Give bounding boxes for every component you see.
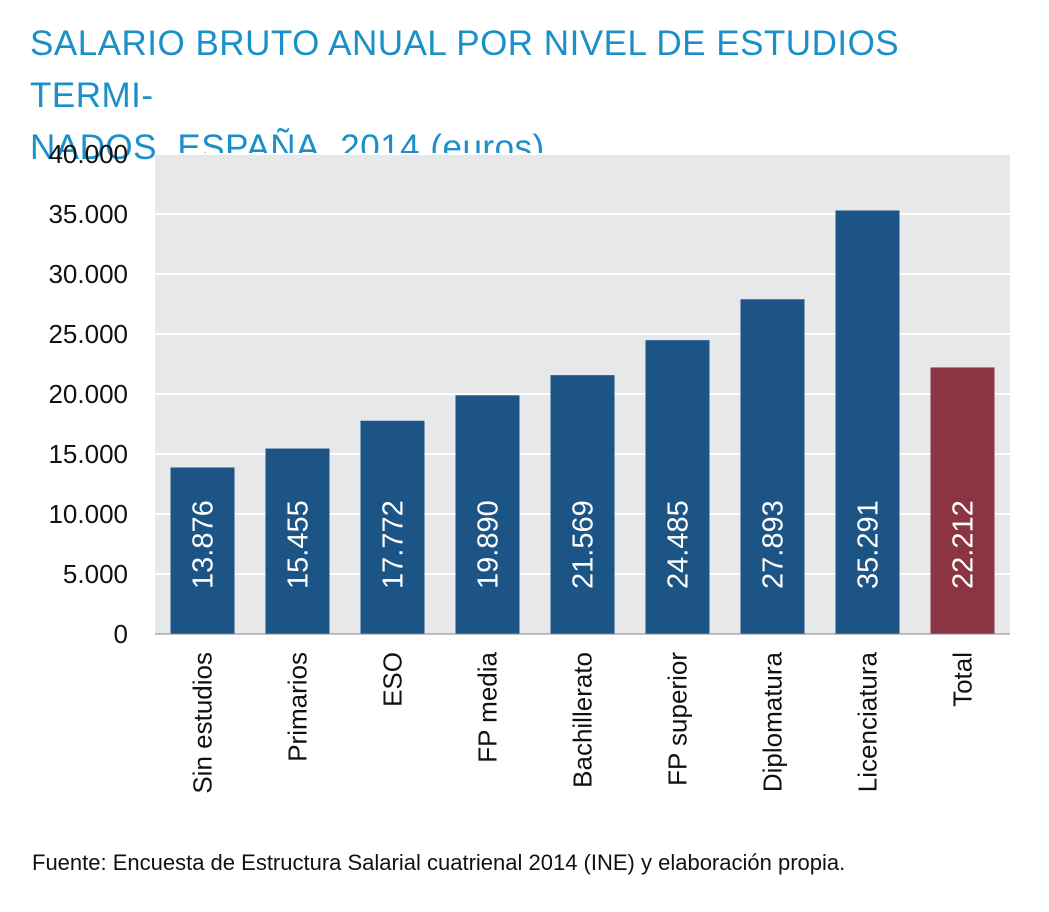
- x-tick-label: FP superior: [663, 652, 693, 786]
- y-tick-label: 20.000: [48, 379, 128, 409]
- data-label: 15.455: [283, 500, 315, 589]
- x-tick-label: Bachillerato: [568, 652, 598, 788]
- bar: [645, 340, 710, 634]
- bar: [455, 395, 520, 634]
- y-tick-label: 5.000: [63, 559, 128, 589]
- data-label: 17.772: [378, 500, 410, 589]
- x-tick-label: ESO: [378, 652, 408, 707]
- data-label: 13.876: [188, 500, 220, 589]
- bar: [360, 420, 425, 634]
- y-tick-label: 30.000: [48, 259, 128, 289]
- x-tick-label: Total: [948, 652, 978, 707]
- bar: [170, 467, 235, 634]
- bar: [265, 448, 330, 634]
- y-tick-label: 35.000: [48, 199, 128, 229]
- bar: [740, 299, 805, 634]
- data-label: 19.890: [473, 500, 505, 589]
- data-label: 24.485: [663, 500, 695, 589]
- data-label: 35.291: [853, 500, 885, 589]
- y-tick-label: 40.000: [48, 139, 128, 169]
- y-tick-label: 0: [114, 619, 128, 649]
- x-tick-label: Sin estudios: [188, 652, 218, 794]
- bar-chart: 0 5.000 10.000 15.000 20.000 25.000 30.000 35.0…: [48, 139, 1010, 794]
- y-tick-label: 10.000: [48, 499, 128, 529]
- bar: [835, 210, 900, 634]
- x-tick-label: FP media: [473, 651, 503, 762]
- data-label: 27.893: [758, 500, 790, 589]
- source-note: Fuente: Encuesta de Estructura Salarial …: [32, 850, 846, 875]
- bar: [930, 367, 995, 634]
- y-tick-label: 25.000: [48, 319, 128, 349]
- data-label: 21.569: [568, 500, 600, 589]
- bar: [550, 375, 615, 634]
- x-tick-label: Licenciatura: [853, 651, 883, 792]
- data-label: 22.212: [948, 500, 980, 589]
- chart-title-line-1: SALARIO BRUTO ANUAL POR NIVEL DE ESTUDIO…: [30, 24, 900, 115]
- x-tick-label: Diplomatura: [758, 651, 788, 792]
- x-tick-label: Primarios: [283, 652, 313, 762]
- y-tick-label: 15.000: [48, 439, 128, 469]
